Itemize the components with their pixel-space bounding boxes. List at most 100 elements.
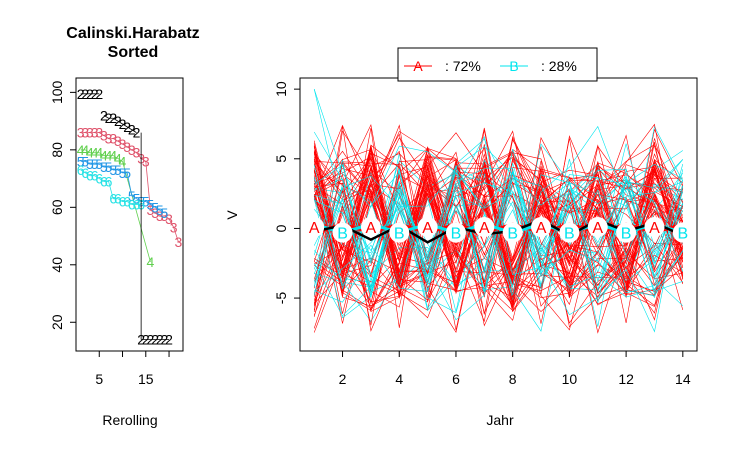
left-point: 2: [119, 116, 127, 132]
cluster-marker: A: [536, 220, 547, 237]
left-point: 2: [156, 332, 164, 348]
left-x-axis: 5 15: [95, 351, 170, 387]
left-point: 3: [105, 130, 113, 146]
left-point: 6: [133, 196, 141, 212]
right-y-tick-label: 10: [273, 81, 289, 97]
left-x-tick-label: 15: [138, 371, 154, 387]
cluster-marker: B: [394, 226, 405, 243]
left-point: 4: [77, 142, 85, 158]
left-panel: Calinski.Harabatz Sorted 20 40 60 80 100 5 15…: [49, 25, 200, 428]
cluster-marker-bg: [474, 217, 495, 238]
left-point: 4: [91, 145, 99, 161]
left-series-line: [80, 160, 165, 214]
left-point: 6: [77, 162, 85, 178]
cluster-marker-bg: [616, 222, 637, 243]
left-point: 5: [95, 156, 103, 172]
left-point: 5: [119, 165, 127, 181]
left-point: 6: [109, 191, 117, 207]
left-point: 5: [86, 156, 94, 172]
left-point: 6: [100, 173, 108, 189]
trajectory-A: [313, 130, 683, 307]
left-point: 5: [105, 159, 113, 175]
trajectory-A: [313, 140, 684, 272]
left-point: 3: [147, 202, 155, 218]
left-point: 5: [147, 196, 155, 212]
trajectory-B: [314, 170, 684, 303]
left-point: 2: [86, 86, 94, 102]
left-y-tick-label: 20: [49, 314, 65, 330]
left-point: 5: [91, 156, 99, 172]
left-series-line: [80, 149, 151, 263]
right-x-tick-label: 10: [562, 371, 578, 387]
left-series-line: [80, 132, 179, 242]
left-point: 6: [114, 191, 122, 207]
left-point: 2: [105, 110, 113, 126]
left-point: 5: [109, 162, 117, 178]
left-point: 3: [174, 234, 182, 250]
right-y-tick-label: 5: [273, 155, 289, 163]
cluster-marker-bg: [445, 222, 466, 243]
cluster-marker-bg: [332, 222, 353, 243]
left-point: 6: [119, 194, 127, 210]
left-point: 3: [77, 125, 85, 141]
right-x-label: Jahr: [486, 412, 514, 428]
left-point: 6: [91, 168, 99, 184]
trajectory-B: [313, 125, 684, 314]
left-point: 3: [114, 133, 122, 149]
left-point: 3: [160, 208, 168, 224]
left-point: 4: [114, 150, 122, 166]
left-series-line: [80, 169, 142, 205]
right-x-axis: 2 4 6 8 10 12 14: [339, 351, 691, 387]
left-point: 4: [81, 142, 89, 158]
trajectory-A: [314, 150, 684, 299]
cluster-marker-bg: [531, 217, 552, 238]
left-point: 3: [81, 125, 89, 141]
right-y-label: V: [224, 210, 240, 220]
trajectory-A: [313, 133, 683, 292]
left-point: 3: [100, 127, 108, 143]
left-point: 6: [81, 165, 89, 181]
left-point: 4: [109, 148, 117, 164]
legend: A : 72% B : 28%: [397, 47, 598, 82]
cluster-marker: A: [479, 220, 490, 237]
left-point: 6: [95, 171, 103, 187]
left-point: 2: [100, 107, 108, 123]
right-x-tick-label: 4: [395, 371, 403, 387]
left-point: 2: [147, 332, 155, 348]
left-point: 4: [147, 254, 155, 270]
trajectory-A: [313, 145, 684, 309]
cluster-marker-bg: [672, 222, 693, 243]
left-point: 5: [81, 153, 89, 169]
right-x-tick-label: 6: [452, 371, 460, 387]
right-x-tick-label: 8: [509, 371, 517, 387]
left-y-tick-label: 80: [49, 142, 65, 158]
left-point: 5: [133, 191, 141, 207]
legend-label-a: : 72%: [445, 58, 481, 74]
trajectory-B: [313, 89, 684, 294]
left-point: 5: [77, 153, 85, 169]
left-point: 3: [109, 130, 117, 146]
left-point: 2: [81, 86, 89, 102]
trajectory-A: [313, 127, 683, 308]
left-point: 2: [91, 86, 99, 102]
trajectory-A: [313, 123, 684, 280]
left-point: 4: [105, 148, 113, 164]
left-point: 2: [95, 86, 103, 102]
cluster-marker: A: [422, 220, 433, 237]
cluster-marker-bg: [644, 217, 665, 238]
trajectory-A: [313, 154, 684, 332]
trajectory-A: [314, 135, 684, 295]
left-point: 3: [128, 142, 136, 158]
left-x-tick-label: 5: [95, 371, 103, 387]
left-point: 2: [123, 119, 131, 135]
left-point: 3: [170, 219, 178, 235]
left-y-tick-label: 40: [49, 257, 65, 273]
left-point: 5: [123, 165, 131, 181]
trajectory-A: [314, 157, 684, 294]
trajectory-B: [313, 159, 684, 298]
left-point: 4: [119, 153, 127, 169]
left-point: 3: [95, 125, 103, 141]
left-plot-box: [75, 77, 184, 352]
cluster-marker: B: [677, 226, 688, 243]
trajectory-A: [314, 151, 684, 313]
